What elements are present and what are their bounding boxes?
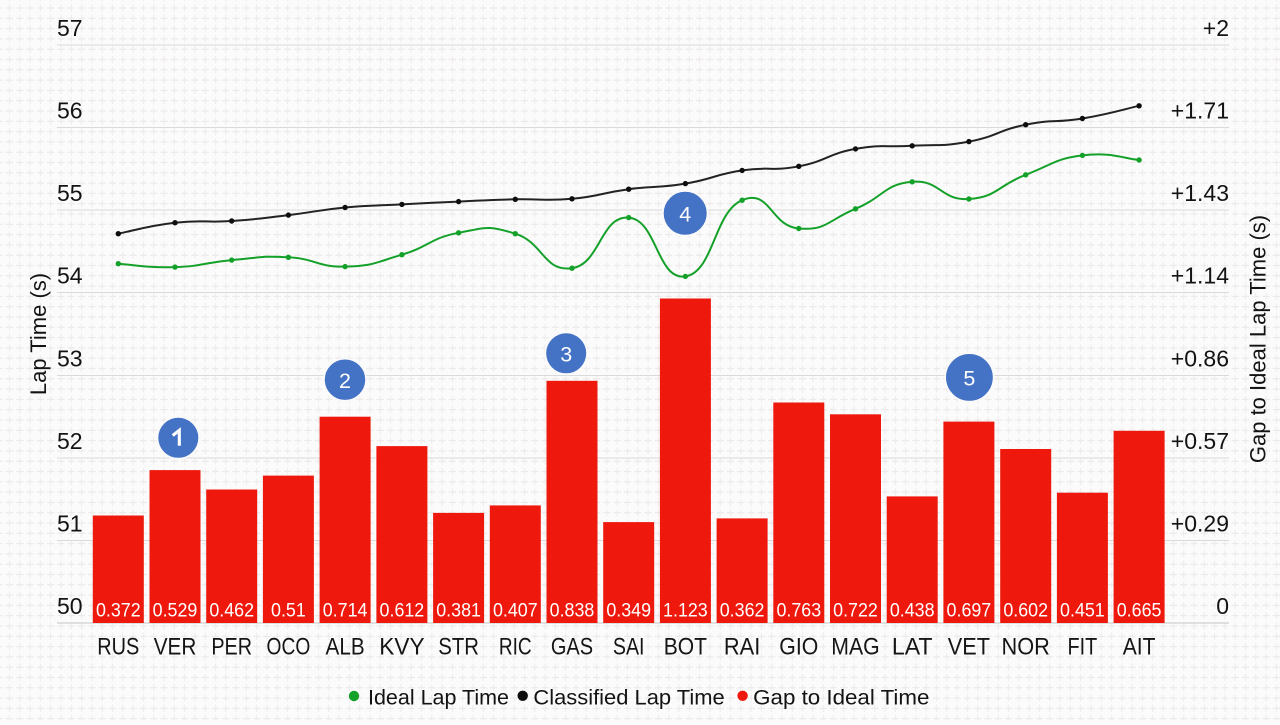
svg-text:2: 2: [339, 369, 351, 393]
svg-text:0.362: 0.362: [720, 601, 765, 622]
svg-text:1.123: 1.123: [663, 601, 708, 622]
svg-text:VET: VET: [948, 634, 990, 661]
svg-text:57: 57: [57, 15, 83, 41]
svg-text:GAS: GAS: [551, 634, 593, 661]
svg-text:0.349: 0.349: [606, 601, 651, 622]
svg-text:0.407: 0.407: [493, 601, 538, 622]
svg-text:+2: +2: [1203, 15, 1229, 41]
svg-text:RIC: RIC: [499, 634, 532, 661]
svg-text:0.722: 0.722: [833, 601, 878, 622]
svg-text:VER: VER: [154, 634, 197, 661]
svg-text:+0.29: +0.29: [1171, 510, 1229, 536]
svg-text:SAI: SAI: [613, 634, 645, 661]
svg-text:5: 5: [963, 367, 975, 391]
svg-text:0.51: 0.51: [271, 601, 306, 622]
svg-text:3: 3: [560, 343, 572, 367]
svg-text:BOT: BOT: [664, 634, 708, 661]
svg-text:4: 4: [679, 203, 691, 227]
svg-text:+0.86: +0.86: [1171, 345, 1229, 371]
svg-text:ALB: ALB: [326, 634, 365, 661]
svg-text:+1.14: +1.14: [1171, 263, 1229, 289]
svg-text:Lap Time (s): Lap Time (s): [26, 273, 51, 395]
svg-text:NOR: NOR: [1002, 634, 1050, 661]
svg-text:Classified Lap Time: Classified Lap Time: [533, 687, 724, 710]
svg-text:50: 50: [57, 593, 83, 619]
svg-text:OCO: OCO: [267, 634, 311, 661]
svg-text:0.372: 0.372: [96, 601, 141, 622]
svg-text:54: 54: [57, 263, 83, 289]
svg-text:0.529: 0.529: [153, 601, 198, 622]
svg-text:AIT: AIT: [1123, 634, 1156, 661]
svg-text:55: 55: [57, 180, 83, 206]
svg-text:0.462: 0.462: [209, 601, 254, 622]
svg-text:Ideal Lap Time: Ideal Lap Time: [368, 687, 509, 710]
svg-text:52: 52: [57, 428, 83, 454]
svg-text:+1.43: +1.43: [1171, 180, 1229, 206]
svg-text:51: 51: [57, 510, 83, 536]
svg-text:RUS: RUS: [97, 634, 139, 661]
svg-text:0.763: 0.763: [776, 601, 821, 622]
svg-text:Gap to Ideal Lap Time (s): Gap to Ideal Lap Time (s): [1246, 215, 1271, 463]
svg-text:0.381: 0.381: [436, 601, 481, 622]
svg-text:0.451: 0.451: [1060, 601, 1105, 622]
svg-text:0: 0: [1216, 593, 1229, 619]
svg-text:56: 56: [57, 98, 83, 124]
svg-text:MAG: MAG: [831, 634, 879, 661]
svg-text:0.602: 0.602: [1003, 601, 1048, 622]
svg-text:53: 53: [57, 345, 83, 371]
svg-text:0.612: 0.612: [380, 601, 425, 622]
svg-text:0.438: 0.438: [890, 601, 935, 622]
svg-text:STR: STR: [438, 634, 479, 661]
svg-text:RAI: RAI: [724, 634, 760, 661]
svg-text:0.838: 0.838: [550, 601, 595, 622]
svg-text:0.714: 0.714: [323, 601, 368, 622]
svg-text:Gap to Ideal Time: Gap to Ideal Time: [753, 687, 929, 710]
svg-text:+1.71: +1.71: [1171, 98, 1229, 124]
svg-text:PER: PER: [211, 634, 252, 661]
svg-text:0.697: 0.697: [947, 601, 992, 622]
svg-text:KVY: KVY: [379, 634, 424, 661]
svg-text:0.665: 0.665: [1117, 601, 1162, 622]
svg-text:LAT: LAT: [892, 634, 933, 661]
svg-text:GIO: GIO: [779, 634, 818, 661]
svg-text:+0.57: +0.57: [1171, 428, 1229, 454]
svg-text:FIT: FIT: [1068, 634, 1098, 661]
